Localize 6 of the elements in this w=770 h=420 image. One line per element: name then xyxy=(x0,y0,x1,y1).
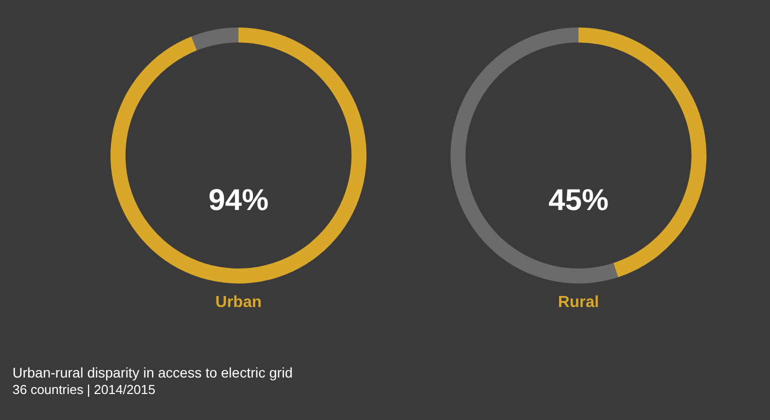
text: 45% xyxy=(548,184,609,217)
text: 36 countries | 2014/2015 xyxy=(12,382,156,397)
text: Rural xyxy=(558,294,599,311)
text: 94% xyxy=(208,184,269,217)
text: Urban-rural disparity in access to electric grid xyxy=(12,364,293,380)
text: Urban xyxy=(215,294,262,311)
